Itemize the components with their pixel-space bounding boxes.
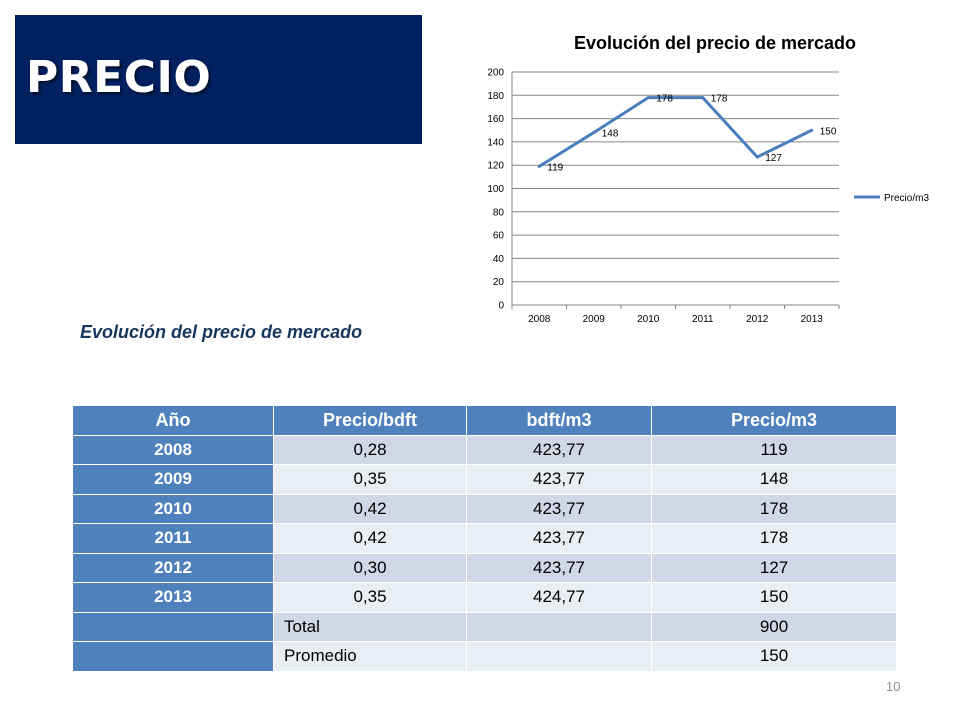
table-row: 2009 0,35 423,77 148: [72, 464, 897, 495]
header-year: Año: [72, 405, 274, 436]
data-label: 178: [656, 94, 673, 105]
data-point: [537, 164, 541, 168]
cell-empty: [466, 611, 652, 642]
cell-price-m3: 178: [651, 493, 897, 524]
chart-title: Evolución del precio de mercado: [574, 33, 856, 53]
chart-axes: 0 20 40 60 80 100 120 140 160 180 200 2008 2009 2010 2…: [487, 68, 840, 325]
x-tick-label: 2011: [692, 314, 714, 325]
summary-value: 900: [651, 611, 897, 642]
chart-series: [537, 96, 814, 168]
cell-empty: [466, 641, 652, 672]
section-subtitle: Evolución del precio de mercado: [80, 322, 363, 342]
y-tick-label: 200: [487, 68, 504, 79]
cell-price-m3: 119: [651, 434, 897, 465]
slide-title: PRECIO: [26, 52, 212, 103]
cell-year: 2008: [72, 434, 274, 465]
chart-legend: Precio/m3: [854, 193, 929, 204]
x-tick-label: 2010: [637, 314, 660, 325]
cell-price-bdft: 0,42: [273, 493, 467, 524]
data-label: 119: [547, 162, 563, 173]
data-point: [592, 131, 596, 135]
summary-row: Promedio 150: [72, 641, 897, 672]
cell-price-m3: 150: [651, 582, 897, 613]
x-tick-label: 2008: [528, 314, 551, 325]
cell-year: 2009: [72, 464, 274, 495]
header-price-m3: Precio/m3: [651, 405, 897, 436]
y-tick-label: 20: [493, 277, 505, 288]
data-label: 148: [602, 129, 619, 140]
y-tick-label: 120: [487, 161, 504, 172]
cell-empty: [72, 611, 274, 642]
page-number: 10: [886, 679, 901, 694]
cell-year: 2012: [72, 552, 274, 583]
table-row: 2008 0,28 423,77 119: [72, 434, 897, 465]
header-bdft-m3: bdft/m3: [466, 405, 652, 436]
chart-gridlines: [512, 71, 839, 306]
cell-bdft-m3: 423,77: [466, 464, 652, 495]
cell-bdft-m3: 423,77: [466, 523, 652, 554]
cell-empty: [72, 641, 274, 672]
data-point: [701, 96, 705, 100]
cell-price-m3: 127: [651, 552, 897, 583]
cell-price-m3: 178: [651, 523, 897, 554]
data-point: [810, 128, 814, 132]
header-price-bdft: Precio/bdft: [273, 405, 467, 436]
y-tick-label: 140: [487, 137, 504, 148]
cell-bdft-m3: 423,77: [466, 434, 652, 465]
cell-year: 2010: [72, 493, 274, 524]
y-tick-label: 60: [493, 231, 505, 242]
cell-bdft-m3: 423,77: [466, 493, 652, 524]
data-label: 150: [820, 126, 837, 137]
table-row: 2010 0,42 423,77 178: [72, 493, 897, 524]
y-tick-label: 40: [493, 254, 505, 265]
table-header-row: Año Precio/bdft bdft/m3 Precio/m3: [72, 405, 897, 436]
x-tick-label: 2013: [801, 314, 824, 325]
y-tick-label: 160: [487, 114, 504, 125]
cell-bdft-m3: 424,77: [466, 582, 652, 613]
series-line-precio-m3: [538, 96, 813, 168]
summary-label: Promedio: [273, 641, 467, 672]
price-line-chart: Evolución del precio de mercado 0 20 40 60 8…: [487, 33, 929, 325]
cell-bdft-m3: 423,77: [466, 552, 652, 583]
summary-label: Total: [273, 611, 467, 642]
cell-price-bdft: 0,35: [273, 582, 467, 613]
table-row: 2011 0,42 423,77 178: [72, 523, 897, 554]
y-tick-label: 100: [487, 184, 504, 195]
price-table: Año Precio/bdft bdft/m3 Precio/m3 2008 0,…: [72, 405, 897, 672]
data-point: [646, 96, 650, 100]
summary-row: Total 900: [72, 611, 897, 642]
cell-price-bdft: 0,42: [273, 523, 467, 554]
cell-year: 2013: [72, 582, 274, 613]
data-label: 178: [711, 94, 728, 105]
x-tick-label: 2009: [583, 314, 606, 325]
cell-year: 2011: [72, 523, 274, 554]
data-point: [755, 155, 759, 159]
x-tick-label: 2012: [746, 314, 769, 325]
legend-label: Precio/m3: [884, 193, 929, 204]
cell-price-m3: 148: [651, 464, 897, 495]
cell-price-bdft: 0,28: [273, 434, 467, 465]
summary-value: 150: [651, 641, 897, 672]
y-tick-label: 80: [493, 207, 505, 218]
table-row: 2013 0,35 424,77 150: [72, 582, 897, 613]
table-row: 2012 0,30 423,77 127: [72, 552, 897, 583]
data-label: 127: [765, 153, 782, 164]
y-tick-label: 0: [498, 301, 504, 312]
chart-data-labels: 119 148 178 178 127 150: [547, 94, 837, 174]
cell-price-bdft: 0,30: [273, 552, 467, 583]
y-tick-label: 180: [487, 91, 504, 102]
cell-price-bdft: 0,35: [273, 464, 467, 495]
title-banner: [15, 15, 422, 144]
